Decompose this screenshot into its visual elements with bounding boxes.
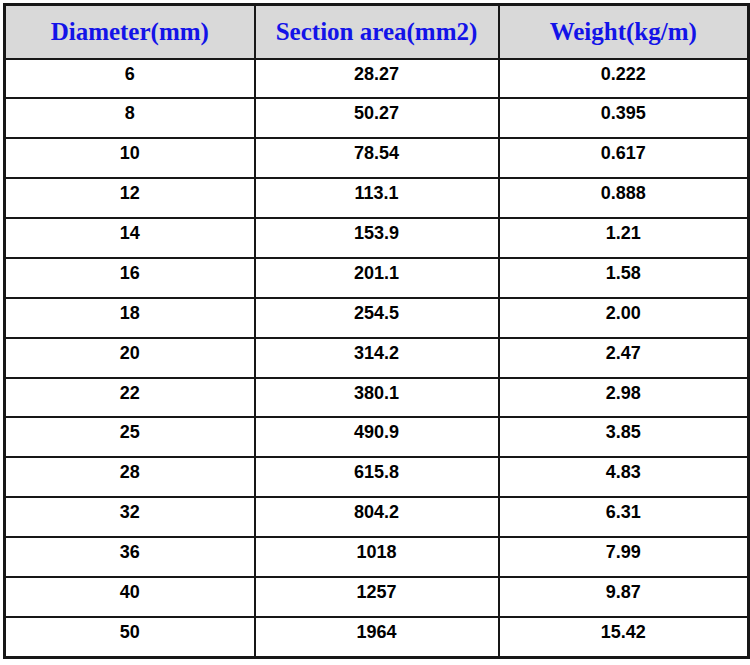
table-cell: 14 [5,218,255,258]
table-cell: 0.222 [499,59,749,99]
table-cell: 2.47 [499,338,749,378]
table-cell: 25 [5,417,255,457]
table-cell: 6 [5,59,255,99]
table-cell: 153.9 [255,218,499,258]
table-cell: 1964 [255,617,499,658]
table-row: 850.270.395 [5,98,749,138]
table-row: 1078.540.617 [5,138,749,178]
table-cell: 314.2 [255,338,499,378]
table-cell: 490.9 [255,417,499,457]
table-cell: 36 [5,537,255,577]
table-row: 20314.22.47 [5,338,749,378]
table-cell: 3.85 [499,417,749,457]
table-row: 25490.93.85 [5,417,749,457]
table-cell: 16 [5,258,255,298]
table-cell: 0.617 [499,138,749,178]
table-row: 32804.26.31 [5,497,749,537]
column-header-3: Weight(kg/m) [499,5,749,59]
table-body: 628.270.222850.270.3951078.540.61712113.… [5,59,749,658]
table-cell: 32 [5,497,255,537]
table-cell: 804.2 [255,497,499,537]
table-row: 50196415.42 [5,617,749,658]
table-cell: 9.87 [499,577,749,617]
table-cell: 10 [5,138,255,178]
table-cell: 18 [5,298,255,338]
table-cell: 78.54 [255,138,499,178]
table-cell: 8 [5,98,255,138]
table-cell: 201.1 [255,258,499,298]
table-cell: 22 [5,378,255,418]
header-row: Diameter(mm)Section area(mm2)Weight(kg/m… [5,5,749,59]
table-row: 12113.10.888 [5,178,749,218]
table-row: 14153.91.21 [5,218,749,258]
column-header-1: Diameter(mm) [5,5,255,59]
table-cell: 1257 [255,577,499,617]
table-row: 4012579.87 [5,577,749,617]
table-cell: 0.395 [499,98,749,138]
table-cell: 113.1 [255,178,499,218]
table-cell: 254.5 [255,298,499,338]
table-cell: 615.8 [255,457,499,497]
table-frame: Diameter(mm)Section area(mm2)Weight(kg/m… [0,0,750,665]
table-cell: 28.27 [255,59,499,99]
table-cell: 50 [5,617,255,658]
table-cell: 2.98 [499,378,749,418]
table-cell: 28 [5,457,255,497]
table-cell: 1018 [255,537,499,577]
table-cell: 6.31 [499,497,749,537]
table-cell: 0.888 [499,178,749,218]
table-cell: 2.00 [499,298,749,338]
table-cell: 7.99 [499,537,749,577]
column-header-2: Section area(mm2) [255,5,499,59]
table-cell: 1.58 [499,258,749,298]
table-cell: 4.83 [499,457,749,497]
table-cell: 12 [5,178,255,218]
table-cell: 50.27 [255,98,499,138]
table-cell: 380.1 [255,378,499,418]
table-cell: 1.21 [499,218,749,258]
table-cell: 20 [5,338,255,378]
table-row: 16201.11.58 [5,258,749,298]
table-row: 28615.84.83 [5,457,749,497]
table-row: 628.270.222 [5,59,749,99]
table-cell: 15.42 [499,617,749,658]
table-row: 18254.52.00 [5,298,749,338]
table-row: 3610187.99 [5,537,749,577]
table-row: 22380.12.98 [5,378,749,418]
rebar-spec-table: Diameter(mm)Section area(mm2)Weight(kg/m… [3,3,750,659]
table-cell: 40 [5,577,255,617]
table-header: Diameter(mm)Section area(mm2)Weight(kg/m… [5,5,749,59]
